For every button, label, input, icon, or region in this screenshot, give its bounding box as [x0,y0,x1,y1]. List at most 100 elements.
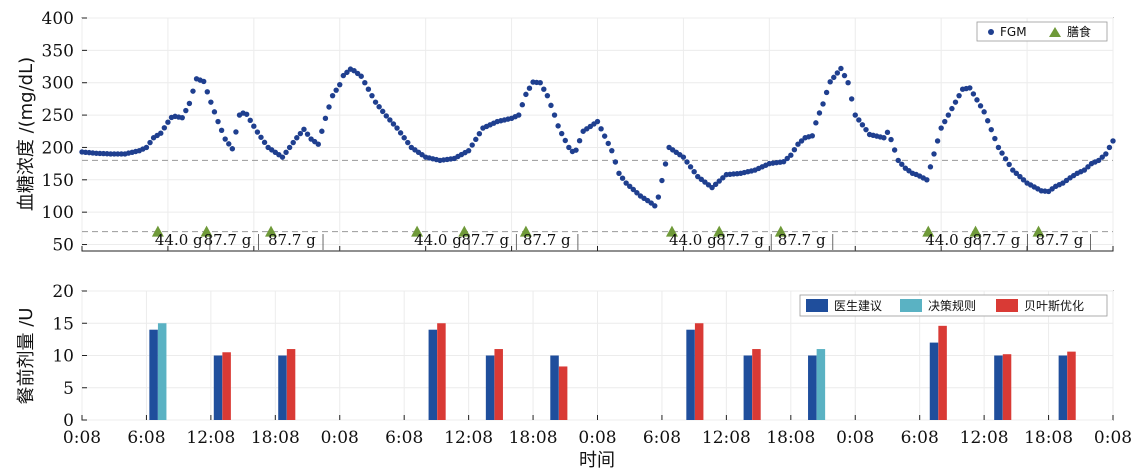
glucose-point [709,184,715,191]
glucose-point [691,169,697,175]
glucose-point [344,69,350,76]
glucose-point [297,130,304,137]
time-tick-label: 18:08 [1024,428,1073,448]
dose-bar [686,329,695,420]
dose-bar [437,323,446,420]
glucose-point [684,159,690,165]
glucose-point [469,142,475,148]
glucose-point [627,183,633,189]
dose-tick-label: 5 [63,379,74,399]
glucose-point [473,136,479,143]
glucose-point [519,102,526,108]
glucose-point [229,146,236,152]
glucose-point [576,138,583,144]
glucose-point [977,103,984,109]
meal-marker [713,225,726,237]
glucose-point [601,133,608,139]
bayes-legend-swatch [996,299,1018,312]
glucose-point [795,141,801,147]
glucose-point [551,112,558,118]
time-tick-label: 18:08 [251,428,300,448]
glucose-point [809,133,815,139]
glucose-point [1006,161,1012,168]
time-tick-label: 18:08 [766,428,815,448]
glucose-point [891,147,898,153]
glucose-tick-label: 200 [42,138,74,158]
glucose-tick-label: 150 [42,171,74,191]
glucose-point [945,112,952,118]
glucose-point [215,118,221,125]
glucose-point [233,129,239,135]
time-tick-label: 0:08 [1094,428,1132,448]
glucose-point [784,155,790,162]
glucose-point [555,123,561,129]
glucose-point [687,164,694,170]
glucose-point [322,115,329,122]
glucose-point [390,121,397,127]
glucose-point [362,80,368,86]
meal-marker [922,225,935,237]
meal-carb-label: 87.7 g [973,231,1021,249]
meal-carb-label: 87.7 g [461,231,509,249]
dose-tick-label: 10 [52,347,74,367]
glucose-point [888,136,894,143]
glucose-point [899,161,905,167]
glucose-point [372,99,379,105]
glucose-point [845,80,851,86]
glucose-point [788,152,794,158]
glucose-point [326,104,332,110]
glucose-point [1103,151,1109,157]
meal-carb-label: 44.0 g [669,231,717,249]
glucose-point [218,127,225,133]
glucose-point [720,175,726,181]
dose-bar [694,323,704,420]
dose-bar [213,355,223,420]
glucose-point [559,130,565,137]
dose-bar [929,342,939,420]
glucose-point [927,164,934,170]
glucose-point [183,107,189,114]
glucose-tick-label: 50 [52,236,74,256]
meal-carb-label: 87.7 g [1036,231,1084,249]
meal-marker [200,225,213,237]
glucose-point [813,120,819,126]
glucose-point [659,177,665,184]
insulin-panel: 0 5 10 15 20 0:08 6:08 12:08 18:08 0:08 6:08 12:08… [16,282,1132,471]
glucose-point [329,92,336,99]
glucose-point [143,144,150,151]
glucose-point [820,101,826,107]
glucose-point [369,92,375,99]
glucose-point [541,86,547,92]
glucose-point [616,170,622,177]
glucose-point [251,123,257,129]
dose-bar [485,355,495,420]
glucose-point [544,92,551,99]
meal-marker [774,225,787,237]
glucose-point [838,65,844,72]
meal-carb-label: 87.7 g [523,231,571,249]
glucose-point [831,74,837,81]
glucose-point [823,89,830,96]
dose-bar [1058,355,1068,420]
glucose-point [294,135,300,141]
glucose-point [791,147,798,153]
dose-bar [149,329,158,420]
dose-bar [157,323,167,420]
glucose-point [841,72,848,79]
meal-carb-label: 44.0 g [414,231,462,249]
glucose-point [465,147,472,154]
time-tick-label: 12:08 [702,428,751,448]
rule-legend-label: 决策规则 [928,298,976,313]
glucose-point [949,105,955,112]
dose-legend: 医生建议 决策规则 贝叶斯优化 [799,294,1108,317]
glucose-point [562,137,568,144]
rule-legend-swatch [900,299,922,312]
time-tick-label: 12:08 [186,428,235,448]
glucose-point [1110,138,1116,144]
glucose-point [279,154,286,160]
glucose-point [938,125,944,131]
glucose-point [523,91,529,98]
glucose-point [243,111,250,117]
glucose-point [859,122,866,128]
